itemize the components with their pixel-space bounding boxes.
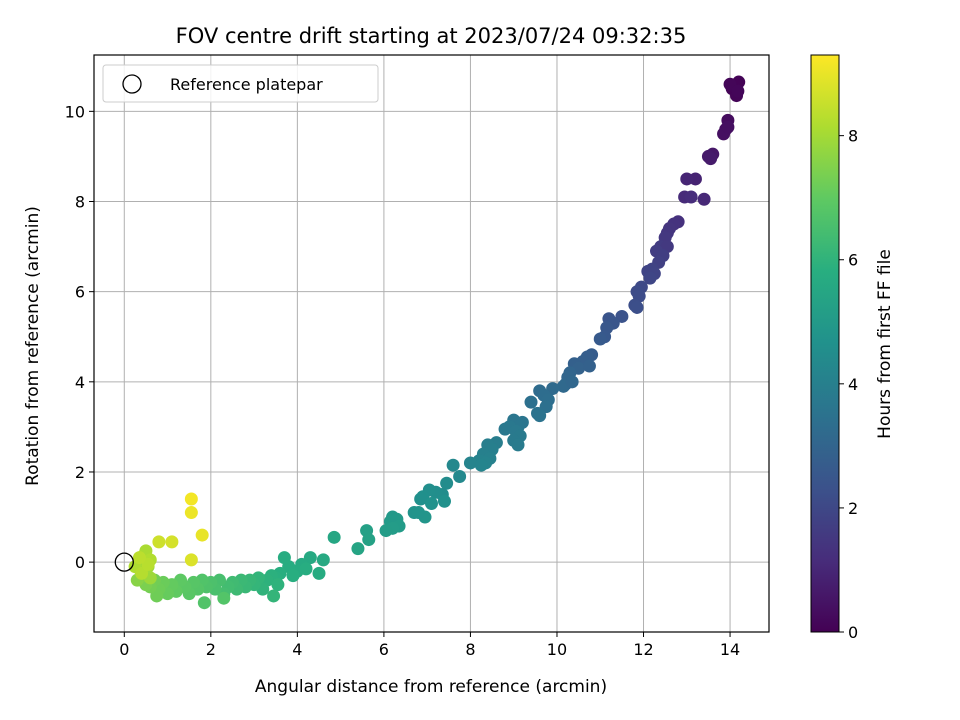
colorbar-tick-label: 4 xyxy=(848,375,858,394)
y-tick-label: 0 xyxy=(75,553,85,572)
data-point xyxy=(379,524,393,538)
data-point xyxy=(721,120,735,134)
data-point xyxy=(132,551,146,565)
y-tick-label: 2 xyxy=(75,463,85,482)
data-point xyxy=(643,271,657,285)
x-tick-label: 12 xyxy=(633,640,653,659)
data-point xyxy=(446,458,460,472)
data-point xyxy=(453,469,467,483)
data-point xyxy=(197,596,211,610)
data-points xyxy=(114,75,746,610)
data-point xyxy=(437,494,451,508)
legend-box xyxy=(102,64,379,103)
data-point xyxy=(412,506,426,520)
data-point xyxy=(195,528,209,542)
data-point xyxy=(731,84,745,98)
data-point xyxy=(684,190,698,204)
x-axis-label: Angular distance from reference (arcmin) xyxy=(255,677,607,697)
data-point xyxy=(498,422,512,436)
data-point xyxy=(565,375,579,389)
data-point xyxy=(425,497,438,511)
colorbar-tick-label: 2 xyxy=(848,499,858,518)
x-tick-label: 2 xyxy=(206,640,216,659)
colorbar-tick-label: 8 xyxy=(848,127,858,146)
data-point xyxy=(582,359,596,373)
colorbar-tick-label: 6 xyxy=(848,251,858,270)
data-point xyxy=(184,492,198,506)
data-point xyxy=(184,506,198,520)
data-point xyxy=(474,458,488,472)
chart-title: FOV centre drift starting at 2023/07/24 … xyxy=(176,24,687,48)
data-point xyxy=(463,456,477,470)
data-point xyxy=(362,533,376,547)
data-point xyxy=(184,553,198,567)
data-point xyxy=(511,438,525,452)
data-point xyxy=(680,172,694,186)
data-point xyxy=(440,476,454,490)
data-point xyxy=(277,551,291,565)
x-tick-label: 10 xyxy=(547,640,567,659)
data-point xyxy=(533,409,547,423)
y-axis-label: Rotation from reference (arcmin) xyxy=(23,206,43,486)
data-point xyxy=(593,332,607,346)
data-point xyxy=(630,300,644,314)
y-axis-ticks: 0 2 4 6 8 10 xyxy=(65,102,94,572)
x-tick-label: 4 xyxy=(292,640,302,659)
data-point xyxy=(165,535,179,549)
x-tick-label: 0 xyxy=(119,640,129,659)
x-axis-ticks: 0 2 4 6 8 10 12 14 xyxy=(119,632,740,659)
y-tick-label: 8 xyxy=(75,193,85,212)
data-point xyxy=(312,566,326,580)
data-point xyxy=(150,589,164,603)
y-tick-label: 6 xyxy=(75,283,85,302)
data-point xyxy=(704,152,718,166)
y-tick-label: 10 xyxy=(65,102,85,121)
colorbar-ticks: 0 2 4 6 8 xyxy=(839,127,858,642)
colorbar-tick-label: 0 xyxy=(848,623,858,642)
data-point xyxy=(524,395,538,409)
legend-label-reference: Reference platepar xyxy=(170,75,323,94)
data-point xyxy=(327,530,341,544)
data-point xyxy=(135,566,149,580)
plot-frame xyxy=(93,54,770,633)
data-point xyxy=(152,535,166,549)
legend-marker-reference xyxy=(122,74,142,94)
data-point xyxy=(299,562,313,576)
x-tick-label: 6 xyxy=(379,640,389,659)
colorbar-label: Hours from first FF file xyxy=(875,249,895,439)
legend: Reference platepar xyxy=(102,64,379,103)
y-tick-label: 4 xyxy=(75,373,85,392)
reference-point-marker xyxy=(114,552,134,572)
x-tick-label: 8 xyxy=(465,640,475,659)
colorbar xyxy=(810,54,840,633)
data-point xyxy=(267,589,281,603)
data-point xyxy=(286,569,300,583)
grid xyxy=(94,55,769,632)
data-point xyxy=(414,492,428,506)
data-point xyxy=(351,542,365,556)
data-point xyxy=(217,591,231,605)
x-tick-label: 14 xyxy=(720,640,740,659)
data-point xyxy=(316,553,330,567)
data-point xyxy=(271,578,285,592)
data-point xyxy=(697,192,711,206)
